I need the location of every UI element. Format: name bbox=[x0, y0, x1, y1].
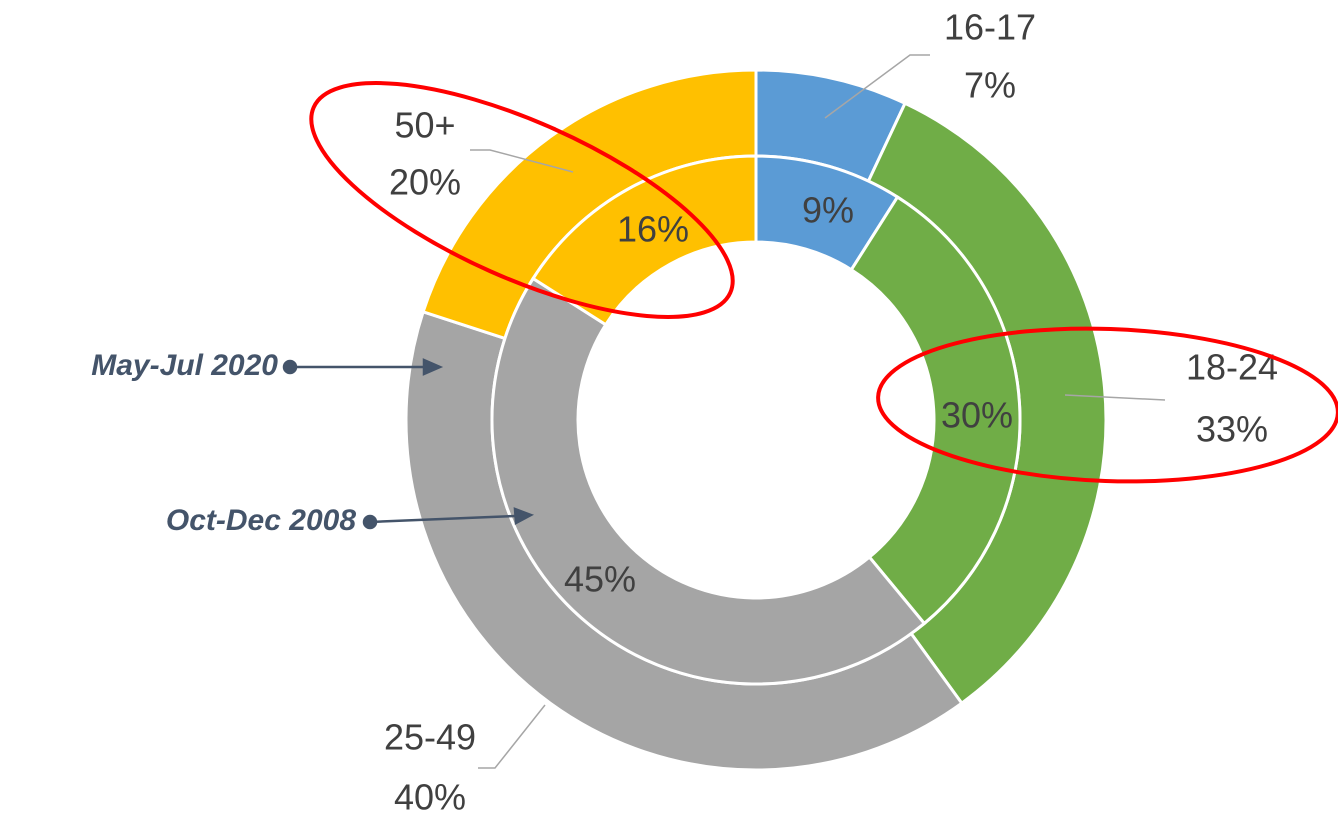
data-label: 9% bbox=[802, 190, 854, 231]
donut-segment bbox=[531, 154, 758, 327]
data-label: 33% bbox=[1196, 409, 1268, 450]
leader-line bbox=[470, 149, 574, 173]
data-label: 16% bbox=[617, 209, 689, 250]
donut-segment bbox=[490, 276, 927, 686]
series-label: May-Jul 2020 bbox=[91, 349, 278, 382]
leader-line bbox=[824, 54, 930, 119]
arrow bbox=[369, 514, 516, 524]
data-label: 7% bbox=[964, 65, 1016, 106]
category-label: 16-17 bbox=[944, 7, 1036, 48]
series-label: Oct-Dec 2008 bbox=[166, 504, 356, 537]
leader-line bbox=[478, 704, 546, 769]
category-label: 50+ bbox=[394, 105, 455, 146]
highlight-ellipse bbox=[309, 81, 735, 319]
leader-line bbox=[1064, 394, 1166, 401]
data-label: 40% bbox=[394, 777, 466, 814]
arrow-head bbox=[513, 507, 535, 526]
data-label: 45% bbox=[564, 559, 636, 600]
series-arrows bbox=[282, 358, 535, 530]
data-label: 20% bbox=[389, 162, 461, 203]
category-label: 25-49 bbox=[384, 717, 476, 758]
donut-segment bbox=[404, 309, 964, 772]
data-label: 30% bbox=[941, 395, 1013, 436]
arrow-head bbox=[422, 358, 444, 376]
leader-lines bbox=[470, 54, 1166, 769]
